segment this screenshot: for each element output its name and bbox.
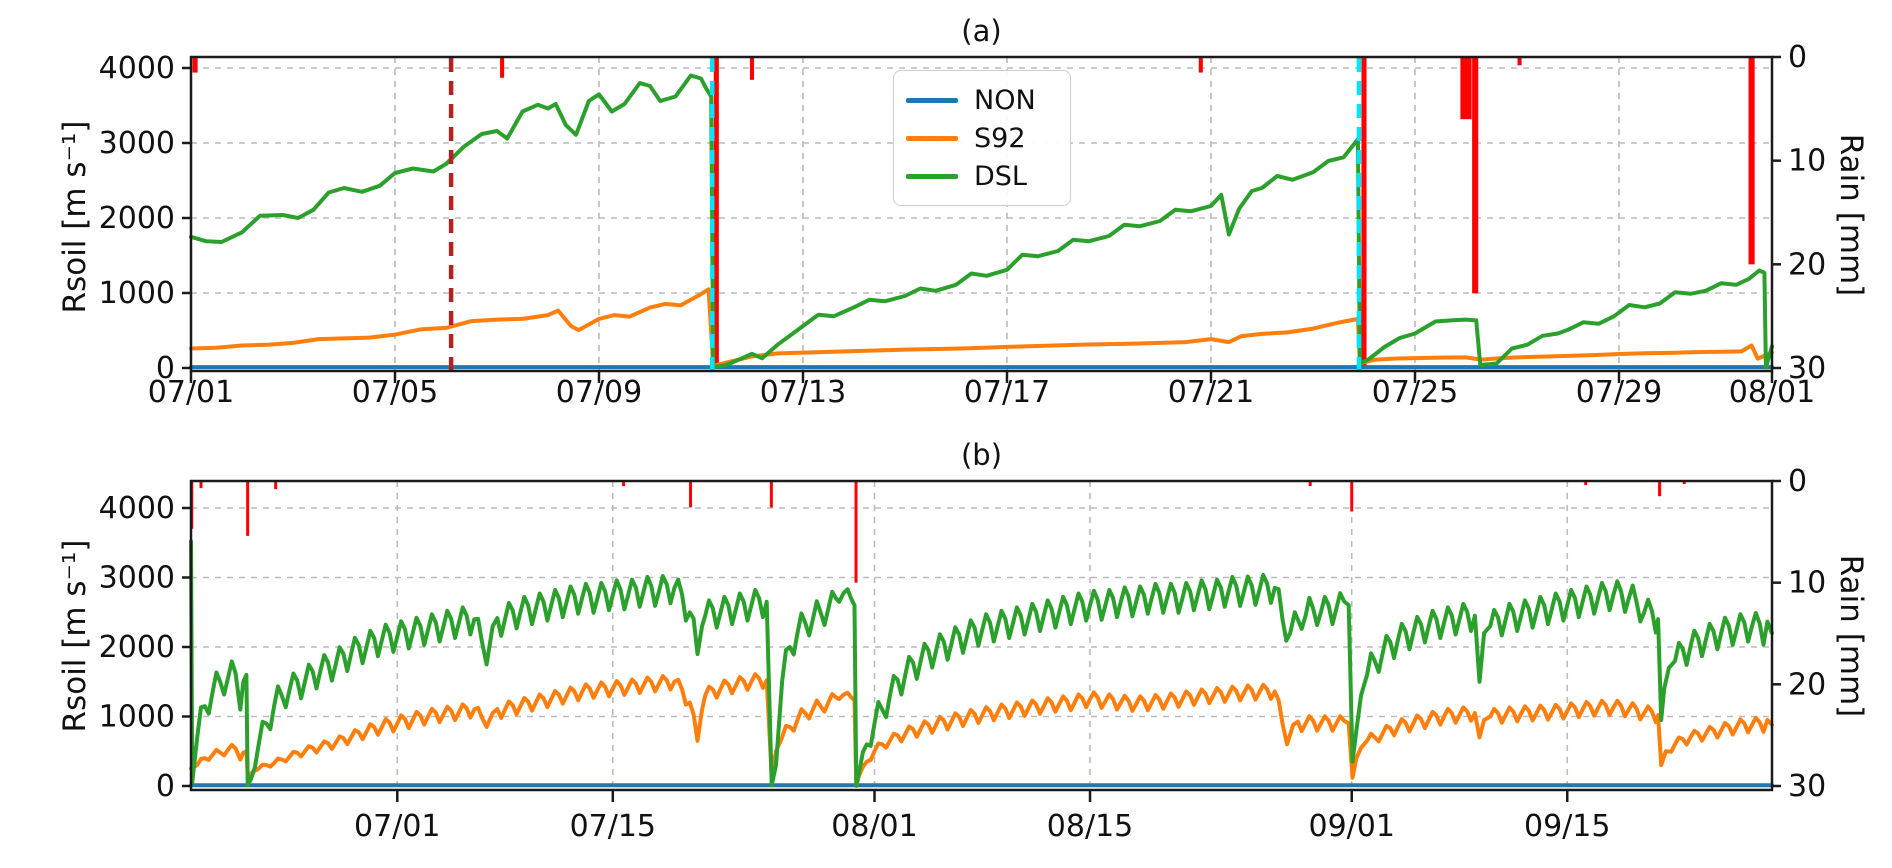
panel-b-title: (b): [960, 438, 1003, 472]
y-left-tick-label: 0: [156, 351, 175, 386]
y-left-tick-label: 1000: [99, 276, 175, 311]
dsl-line-swatch: [906, 173, 958, 179]
rain-bar: [854, 481, 858, 583]
rain-bar: [1472, 57, 1479, 294]
s92-line-swatch: [906, 135, 958, 141]
legend-label-dsl: DSL: [974, 160, 1027, 192]
y-left-tick-label: 0: [156, 769, 175, 804]
rain-bar: [1658, 481, 1662, 497]
rain-bar: [199, 481, 203, 489]
rain-bar: [622, 481, 626, 487]
rain-bar: [1682, 481, 1686, 485]
series-line-dsl: [189, 73, 1774, 370]
x-tick-label: 07/05: [352, 375, 438, 410]
legend-label-s92: S92: [974, 122, 1026, 154]
legend-label-non: NON: [974, 84, 1036, 116]
x-tick-label: 07/17: [964, 375, 1050, 410]
panel-a-right-axis-label: Rain [mm]: [1833, 133, 1869, 297]
y-left-tick-label: 3000: [99, 126, 175, 161]
x-tick-label: 07/09: [556, 375, 642, 410]
y-right-tick-label: 30: [1788, 769, 1826, 804]
rain-bar: [192, 57, 198, 73]
x-tick-label: 07/29: [1576, 375, 1662, 410]
x-tick-label: 08/15: [1047, 809, 1133, 844]
rain-bar: [769, 481, 773, 508]
series-line-s92: [189, 287, 1774, 368]
rain-bar: [1308, 481, 1312, 487]
y-right-tick-label: 20: [1788, 667, 1826, 702]
series-line-dsl: [189, 539, 1774, 788]
panel-b-right-axis-label: Rain [mm]: [1833, 554, 1869, 718]
rain-bar: [1361, 57, 1367, 368]
rain-bar: [1350, 481, 1354, 512]
x-tick-label: 08/01: [1729, 375, 1815, 410]
rain-bar: [713, 57, 719, 368]
x-tick-label: 07/01: [354, 809, 440, 844]
axes-frame: [189, 55, 1774, 373]
y-right-tick-label: 30: [1788, 351, 1826, 386]
y-left-tick-label: 3000: [99, 561, 175, 596]
y-right-tick-label: 10: [1788, 566, 1826, 601]
rain-bar: [500, 57, 505, 78]
rain-bar: [274, 481, 278, 490]
panel-b-left-axis-label: Rsoil [m s⁻¹]: [57, 539, 93, 733]
rain-bar: [1748, 57, 1755, 265]
legend-item-s92: S92: [906, 119, 1056, 157]
y-right-tick-label: 10: [1788, 144, 1826, 179]
y-left-tick-label: 4000: [99, 491, 175, 526]
x-tick-label: 09/01: [1308, 809, 1394, 844]
legend: NON S92 DSL: [893, 70, 1071, 206]
y-right-tick-label: 20: [1788, 247, 1826, 282]
x-tick-label: 07/15: [570, 809, 656, 844]
y-right-tick-label: 0: [1788, 40, 1807, 75]
axes-frame: [189, 479, 1774, 792]
series-line-s92: [189, 672, 1774, 788]
x-tick-label: 07/21: [1168, 375, 1254, 410]
x-tick-label: 09/15: [1524, 809, 1610, 844]
panel-a-left-axis-label: Rsoil [m s⁻¹]: [57, 120, 93, 314]
legend-item-non: NON: [906, 81, 1056, 119]
rain-bar: [246, 481, 250, 536]
x-tick-label: 08/01: [831, 809, 917, 844]
x-tick-label: 07/25: [1372, 375, 1458, 410]
y-left-tick-label: 1000: [99, 700, 175, 735]
y-left-tick-label: 2000: [99, 201, 175, 236]
non-line-swatch: [906, 97, 958, 103]
rain-bar: [749, 57, 755, 80]
x-tick-label: 07/01: [148, 375, 234, 410]
rain-bar: [689, 481, 693, 508]
y-left-tick-label: 2000: [99, 630, 175, 665]
rain-bar: [1517, 57, 1522, 66]
rain-bar: [1198, 57, 1203, 73]
rain-bar: [1460, 57, 1472, 120]
x-tick-label: 07/13: [760, 375, 846, 410]
y-left-tick-label: 4000: [99, 51, 175, 86]
rain-bar: [1584, 481, 1588, 486]
panel-a-title: (a): [961, 14, 1002, 48]
y-right-tick-label: 0: [1788, 464, 1807, 499]
legend-item-dsl: DSL: [906, 157, 1056, 195]
